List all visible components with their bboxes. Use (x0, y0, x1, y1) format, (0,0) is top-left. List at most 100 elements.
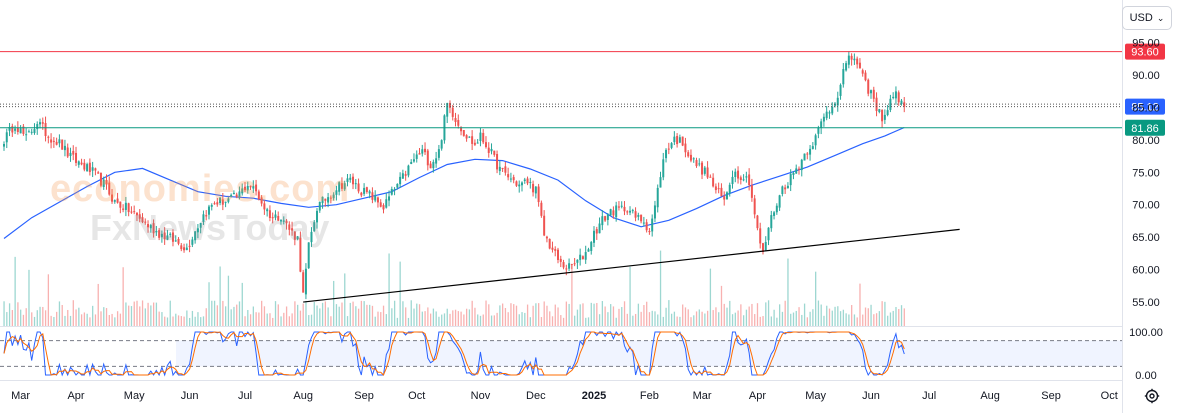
candle-body (850, 55, 853, 60)
volume-bar (89, 317, 91, 326)
candle-body (41, 122, 44, 124)
volume-bar (277, 304, 279, 326)
candle-body (745, 176, 748, 178)
candle-body (881, 109, 884, 122)
volume-bar (319, 308, 321, 326)
volume-bar (313, 301, 315, 326)
candle-body (205, 215, 208, 217)
candle-body (199, 223, 202, 228)
candle-body (606, 214, 609, 220)
time-tick-label: Apr (749, 390, 766, 402)
candle-body (390, 188, 393, 195)
volume-bar (554, 304, 556, 326)
candle-body (421, 149, 424, 154)
volume-bar (709, 268, 712, 326)
candle-body (520, 182, 523, 186)
volume-bar (324, 301, 327, 326)
candle-body (623, 206, 626, 212)
volume-bar (222, 300, 224, 326)
candle-body (382, 205, 385, 210)
time-tick-label: 2025 (582, 390, 606, 402)
volume-bar (316, 305, 318, 326)
candle-body (138, 214, 141, 219)
volume-bar (308, 315, 310, 326)
candle-body (235, 194, 238, 197)
volume-bar (773, 309, 775, 326)
candle-body (462, 130, 465, 136)
candle-body (263, 203, 266, 210)
candle-body (562, 262, 565, 268)
candle-body (39, 122, 42, 125)
volume-bar (380, 312, 382, 326)
candle-body (160, 233, 163, 238)
candle-body (230, 194, 233, 197)
candle-body (130, 211, 133, 213)
volume-bar (612, 306, 615, 326)
volume-bar (114, 317, 116, 326)
volume-bar (78, 307, 80, 326)
candle-body (19, 128, 22, 134)
candle-body (446, 103, 449, 117)
candle-body (407, 165, 410, 176)
candle-body (482, 132, 485, 143)
candle-body (692, 158, 695, 160)
candle-body (861, 70, 864, 74)
volume-bar (590, 302, 592, 326)
currency-selector[interactable]: USD ⌄ (1122, 6, 1172, 30)
volume-bar (427, 307, 429, 326)
candle-body (113, 200, 116, 202)
current-price-label: 85.12 (1131, 102, 1159, 114)
volume-bar (465, 308, 468, 326)
candle-body (412, 159, 415, 162)
volume-bar (191, 310, 194, 326)
candle-body (55, 141, 58, 145)
candle-body (352, 176, 355, 185)
volume-bar (479, 315, 482, 326)
volume-bar (128, 305, 130, 326)
volume-bar (6, 312, 8, 326)
candle-body (554, 249, 557, 251)
volume-bar (731, 314, 734, 326)
candle-body (770, 215, 773, 229)
volume-bar (429, 313, 432, 326)
candle-body (725, 192, 728, 200)
candle-body (72, 150, 75, 155)
volume-bar (122, 267, 124, 326)
volume-bar (125, 302, 127, 326)
volume-bar (549, 311, 551, 326)
volume-bar (14, 256, 16, 326)
candle-body (640, 214, 643, 222)
candle-body (368, 191, 371, 194)
volume-bar (158, 311, 160, 326)
volume-bar (432, 308, 435, 326)
candle-body (518, 184, 521, 187)
volume-bar (208, 282, 210, 326)
volume-bars (3, 250, 905, 326)
volume-bar (848, 314, 850, 326)
volume-bar (676, 316, 678, 326)
candle-body (429, 163, 432, 169)
volume-bar (568, 303, 570, 326)
candle-body (493, 150, 496, 155)
volume-bar (393, 300, 396, 326)
candle-body (404, 174, 407, 176)
volume-bar (864, 307, 867, 326)
volume-bar (244, 316, 246, 326)
volume-bar (327, 307, 329, 326)
settings-button[interactable] (1142, 386, 1162, 406)
candle-body (324, 198, 327, 201)
candle-body (210, 204, 213, 207)
candle-body (853, 58, 856, 61)
volume-bar (249, 314, 252, 326)
candle-body (379, 202, 382, 207)
volume-bar (543, 301, 545, 326)
volume-bar (164, 316, 166, 326)
volume-bar (216, 305, 218, 326)
volume-bar (557, 307, 559, 326)
candle-body (648, 231, 651, 233)
candle-body (792, 172, 795, 175)
volume-bar (175, 313, 177, 326)
volume-bar (809, 311, 811, 326)
volume-bar (579, 304, 581, 326)
candle-body (551, 247, 554, 250)
